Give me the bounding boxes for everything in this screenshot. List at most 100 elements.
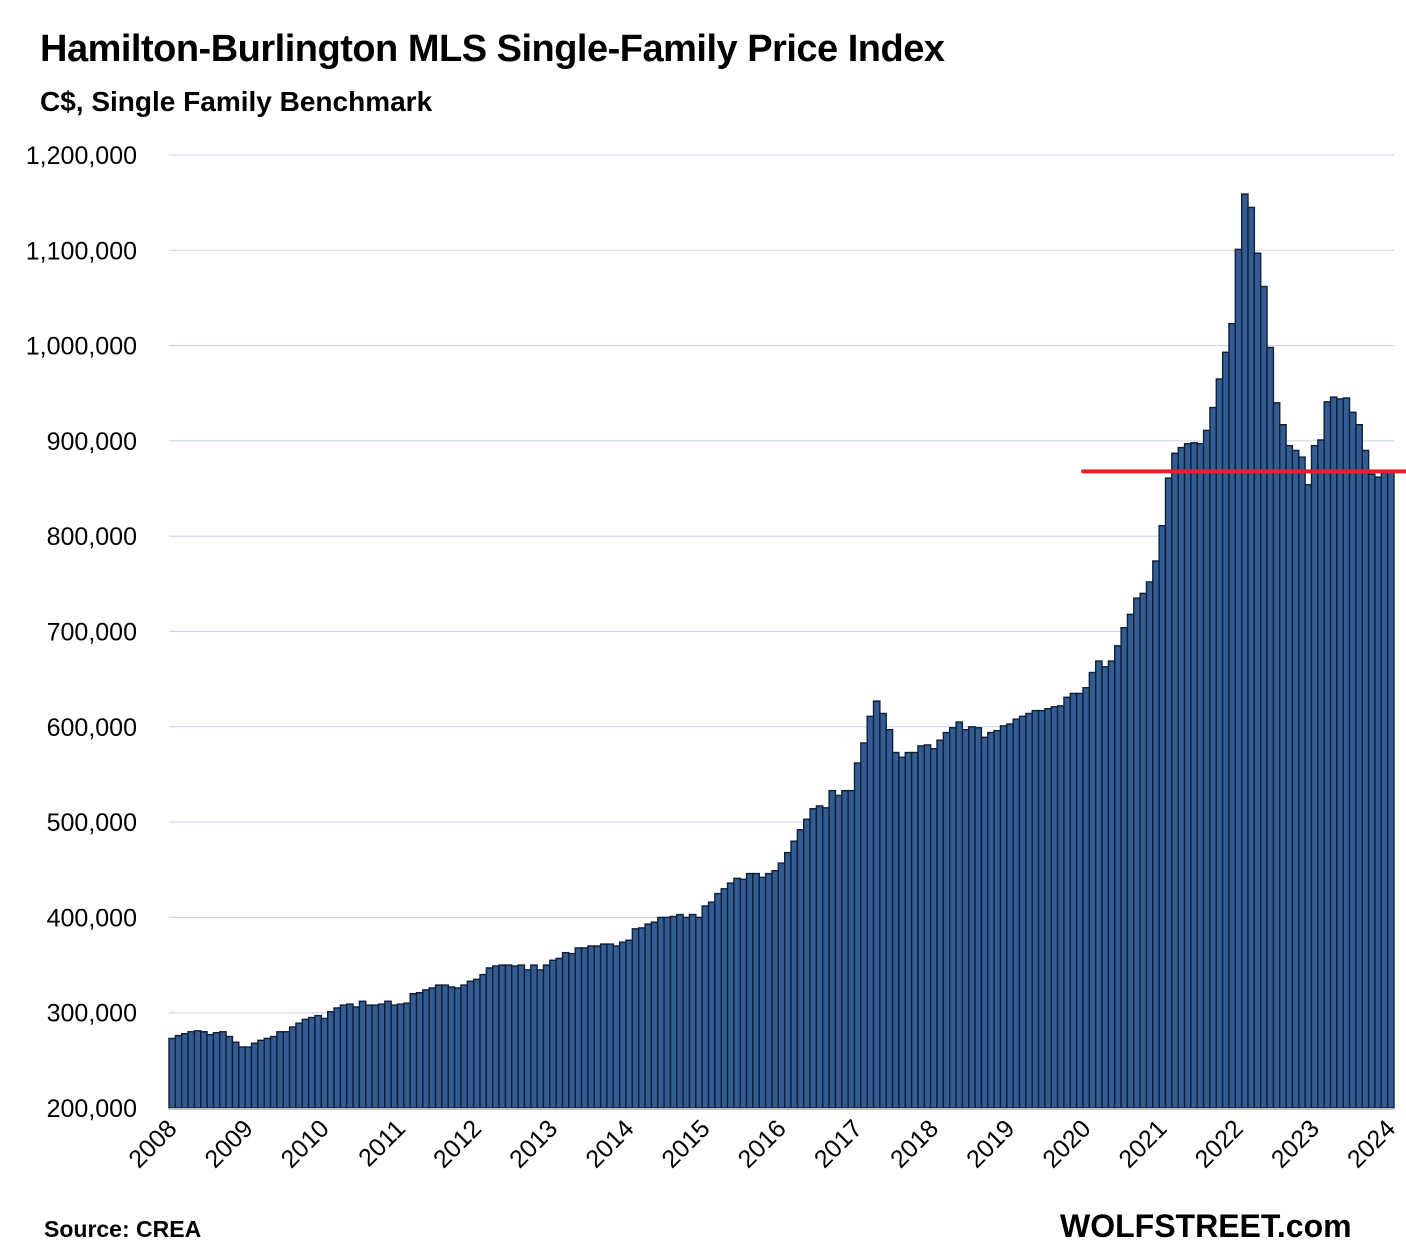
bar [1177,446,1186,1109]
bar [1355,424,1363,1109]
bar [1329,396,1338,1109]
bar [891,751,900,1109]
bar [1367,473,1376,1109]
bar [974,727,983,1109]
bar [606,943,615,1109]
bar [1056,705,1065,1109]
bar [536,969,545,1109]
bar [206,1033,215,1109]
bar [980,736,989,1109]
bar [1037,709,1046,1109]
bar [657,916,665,1109]
bar [1094,660,1103,1109]
bar [295,1022,303,1109]
x-tick-label: 2011 [353,1114,411,1172]
y-tick-label: 900,000 [47,428,137,456]
bar [1145,581,1154,1109]
bar [1196,443,1205,1109]
bar [371,1004,380,1109]
y-tick-label: 400,000 [47,904,137,932]
bar [726,882,735,1109]
bar [1063,696,1071,1109]
bar [1139,592,1148,1109]
bar [460,984,469,1109]
bar [764,872,773,1109]
bar [269,1035,278,1109]
bar [200,1031,208,1109]
bar [587,945,595,1109]
bar [644,923,653,1109]
bar [492,965,500,1109]
bar [1075,692,1084,1109]
bar [1012,718,1021,1109]
bar [1050,706,1059,1109]
bar [276,1031,284,1109]
bar [949,727,957,1109]
bar [663,916,672,1109]
bar [542,964,551,1109]
x-tick-label: 2014 [580,1114,639,1173]
bar [1006,723,1014,1109]
bar [212,1032,221,1109]
bar [860,742,868,1109]
bar [1018,715,1027,1109]
bar [447,986,456,1109]
x-axis-ticks: 2008 2009 2010 2011 2012 2013 2014 2015 2016 2017… [123,1114,1401,1173]
bar [783,851,792,1109]
bar [866,715,875,1109]
bar [1291,449,1300,1109]
bar [574,947,583,1109]
bar [263,1037,272,1109]
bar [1279,424,1287,1109]
bar [809,808,818,1109]
bar [339,1004,348,1109]
bar [530,964,538,1109]
bar [358,1000,367,1109]
bar [676,913,684,1109]
bar [1234,248,1243,1109]
bar [549,959,557,1109]
bar [803,818,811,1109]
bar [396,1003,405,1109]
bar [1380,470,1389,1109]
bar [168,1037,177,1109]
bar [1260,285,1268,1109]
bar [777,862,786,1109]
bar [1342,397,1351,1109]
bar [828,789,837,1109]
bar [1221,351,1230,1109]
bar [1088,671,1097,1109]
bar [193,1030,202,1109]
y-tick-label: 1,100,000 [26,237,137,265]
x-tick-label: 2016 [733,1114,792,1173]
bar [346,1003,354,1109]
bar [790,840,799,1109]
bar [511,965,519,1109]
bar [923,744,932,1109]
y-tick-label: 1,200,000 [26,142,137,170]
bar [1317,439,1325,1109]
bar [625,939,634,1109]
bar [739,878,748,1109]
x-tick-label: 2023 [1266,1114,1325,1173]
x-tick-label: 2021 [1113,1114,1172,1173]
bar [745,872,754,1109]
bar [879,712,887,1109]
bar [415,991,424,1109]
bar [453,987,462,1109]
x-tick-label: 2019 [961,1114,1020,1173]
bar [1298,456,1306,1109]
y-tick-label: 600,000 [47,714,137,742]
bar [1069,692,1078,1109]
bar [834,794,843,1109]
bar [1031,709,1040,1109]
bar [822,807,830,1109]
bar [1272,402,1281,1109]
bar [434,984,443,1109]
bar [472,978,481,1109]
bar [320,1017,329,1109]
bar [987,731,995,1109]
x-tick-label: 2018 [885,1114,944,1173]
x-tick-label: 2022 [1190,1114,1249,1173]
